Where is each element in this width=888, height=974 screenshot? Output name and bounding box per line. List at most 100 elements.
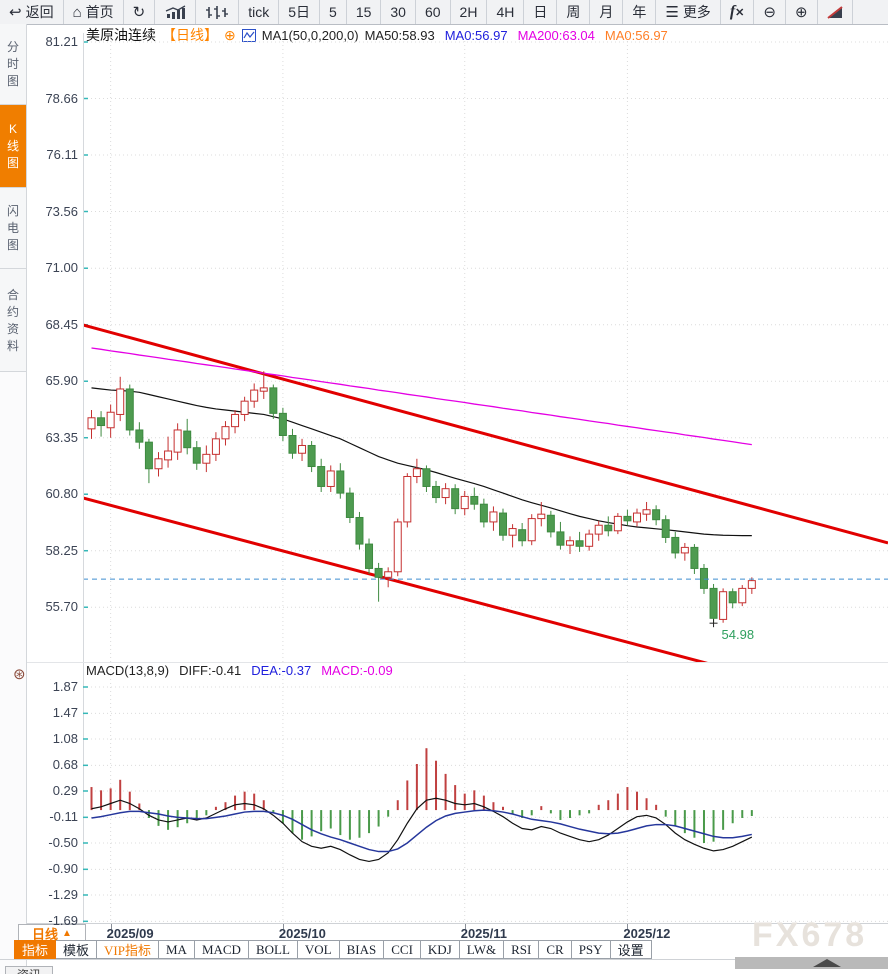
sidebar-tab-char: 分	[6, 40, 19, 54]
indicator-button-指标[interactable]: 指标	[14, 940, 57, 959]
macd-axis-label: -1.29	[48, 886, 78, 902]
macd-axis-label: 1.08	[52, 730, 78, 746]
price-axis-label: 58.25	[45, 542, 78, 558]
indicator-button-MACD[interactable]: MACD	[194, 940, 249, 959]
back-icon: ↩	[9, 3, 22, 21]
ma-value: MA0:56.97	[444, 27, 508, 43]
toolbar-item-refresh[interactable]: ↻	[124, 0, 156, 24]
indicator-button-CCI[interactable]: CCI	[384, 940, 421, 959]
toolbar-item-年[interactable]: 年	[623, 0, 657, 24]
ma-value: MA0:56.97	[604, 27, 668, 43]
toolbar-item-draw-tool[interactable]	[818, 0, 853, 24]
toolbar-item-trend-chart[interactable]	[155, 0, 197, 24]
price-chart-pane[interactable]: 54.98	[83, 33, 888, 663]
toolbar-item-candlestick[interactable]	[196, 0, 240, 24]
indicator-button-MA[interactable]: MA	[158, 940, 195, 959]
indicator-settings-icon[interactable]: ⊛	[13, 666, 26, 683]
ma-values: MA50:58.93 MA0:56.97 MA200:63.04 MA0:56.97	[365, 28, 668, 43]
price-axis-label: 71.00	[45, 260, 78, 276]
indicator-button-VIP指标[interactable]: VIP指标	[97, 940, 159, 959]
axis-bottom-line	[27, 923, 888, 924]
price-axis-label: 60.80	[45, 486, 78, 502]
ma-indicator-icon	[241, 28, 256, 42]
toolbar-item-zoom-out[interactable]: ⊖	[754, 0, 786, 24]
indicator-button-模板[interactable]: 模板	[56, 940, 98, 959]
collapse-up-icon: ▲	[62, 927, 72, 939]
macd-pane[interactable]	[83, 675, 888, 923]
sidebar-tab-闪电图[interactable]: 闪电图	[0, 188, 26, 269]
date-tick	[282, 924, 284, 929]
toolbar-item-label: 日	[533, 4, 548, 20]
toolbar-item-label: 年	[632, 4, 647, 20]
indicator-button-BIAS[interactable]: BIAS	[339, 940, 385, 959]
sidebar-tab-char: 时	[6, 57, 19, 71]
ma-value: MA50:58.93	[364, 27, 435, 43]
sidebar-tab-char: 合	[6, 287, 19, 302]
indicator-button-BOLL[interactable]: BOLL	[248, 940, 298, 959]
indicator-button-LW&[interactable]: LW&	[459, 940, 505, 959]
date-tick	[110, 924, 112, 929]
toolbar-item-60[interactable]: 60	[416, 0, 451, 24]
toolbar-item-tick[interactable]: tick	[239, 0, 280, 24]
indicator-button-RSI[interactable]: RSI	[504, 940, 540, 959]
sidebar-tab-char: 资	[6, 321, 19, 336]
low-price-label: 54.98	[722, 627, 755, 642]
sidebar-tab-char: 电	[6, 221, 19, 235]
toolbar-item-5[interactable]: 5	[320, 0, 347, 24]
symbol-name: 美原油连续	[86, 27, 156, 43]
period-selector-label: 日线	[32, 926, 59, 942]
indicator-toolbar: 指标 模板 VIP指标 MA MACD BOLL VOL BIAS CCI KDJ LW& RSI CR…	[14, 940, 652, 959]
sidebar-tab-char: 图	[6, 74, 19, 88]
date-label: 2025/12	[623, 926, 671, 941]
candles-layer	[87, 371, 756, 624]
sidebar-tab-分时图[interactable]: 分时图	[0, 24, 26, 105]
toolbar-item-返回[interactable]: ↩ 返回	[0, 0, 64, 24]
date-label: 2025/09	[106, 926, 154, 941]
indicator-button-PSY[interactable]: PSY	[571, 940, 611, 959]
toolbar-item-4H[interactable]: 4H	[487, 0, 525, 24]
toolbar-item-30[interactable]: 30	[381, 0, 416, 24]
zoom-in-icon: ⊕	[794, 3, 808, 21]
news-tab[interactable]: 资讯	[5, 966, 53, 974]
toolbar-item-label: 5	[329, 4, 337, 20]
toolbar-item-fx[interactable]: f✕	[721, 0, 755, 24]
indicator-button-设置[interactable]: 设置	[610, 940, 652, 959]
indicator-button-KDJ[interactable]: KDJ	[420, 940, 460, 959]
toolbar-item-label: tick	[248, 4, 270, 20]
watermark: FX678	[752, 916, 868, 954]
toolbar-item-15[interactable]: 15	[347, 0, 382, 24]
toolbar-item-label: 4H	[496, 4, 515, 20]
macd-axis-label: 1.47	[52, 705, 78, 721]
sidebar-tab-char: 约	[6, 304, 19, 319]
toolbar-item-更多[interactable]: ☰ 更多	[656, 0, 721, 24]
macd-header: MACD(13,8,9) DIFF:-0.41 DEA:-0.37 MACD:-0.…	[86, 663, 393, 678]
macd-axis-label: 0.29	[52, 782, 78, 798]
toolbar-item-zoom-in[interactable]: ⊕	[786, 0, 818, 24]
indicator-button-VOL[interactable]: VOL	[297, 940, 340, 959]
lower-channel-line	[83, 496, 712, 663]
macd-axis-label: 1.87	[52, 679, 78, 694]
price-axis-label: 55.70	[45, 599, 78, 615]
toolbar-item-周[interactable]: 周	[557, 0, 591, 24]
price-axis-label: 65.90	[45, 373, 78, 389]
toolbar-item-月[interactable]: 月	[590, 0, 624, 24]
toolbar-item-label: 60	[424, 4, 441, 20]
macd-value: DIFF:-0.41	[179, 663, 242, 678]
price-axis-label: 78.66	[45, 90, 78, 106]
refresh-icon: ↻	[132, 3, 146, 21]
toolbar-item-label: 月	[599, 4, 614, 20]
macd-axis-label: -0.50	[48, 834, 78, 850]
add-indicator-icon[interactable]: ⊕	[224, 26, 236, 43]
draw-tool-icon	[826, 6, 843, 19]
sidebar-tab-合约资料[interactable]: 合约资料	[0, 269, 26, 372]
toolbar-item-首页[interactable]: ⌂ 首页	[64, 0, 124, 24]
trend-chart-icon	[165, 4, 186, 19]
toolbar-item-日[interactable]: 日	[524, 0, 558, 24]
price-axis-label: 81.21	[45, 34, 78, 49]
toolbar-item-2H[interactable]: 2H	[451, 0, 488, 24]
panel-expand-handle[interactable]	[735, 957, 888, 969]
toolbar-item-5日[interactable]: 5日	[279, 0, 321, 24]
indicator-button-CR[interactable]: CR	[539, 940, 572, 959]
